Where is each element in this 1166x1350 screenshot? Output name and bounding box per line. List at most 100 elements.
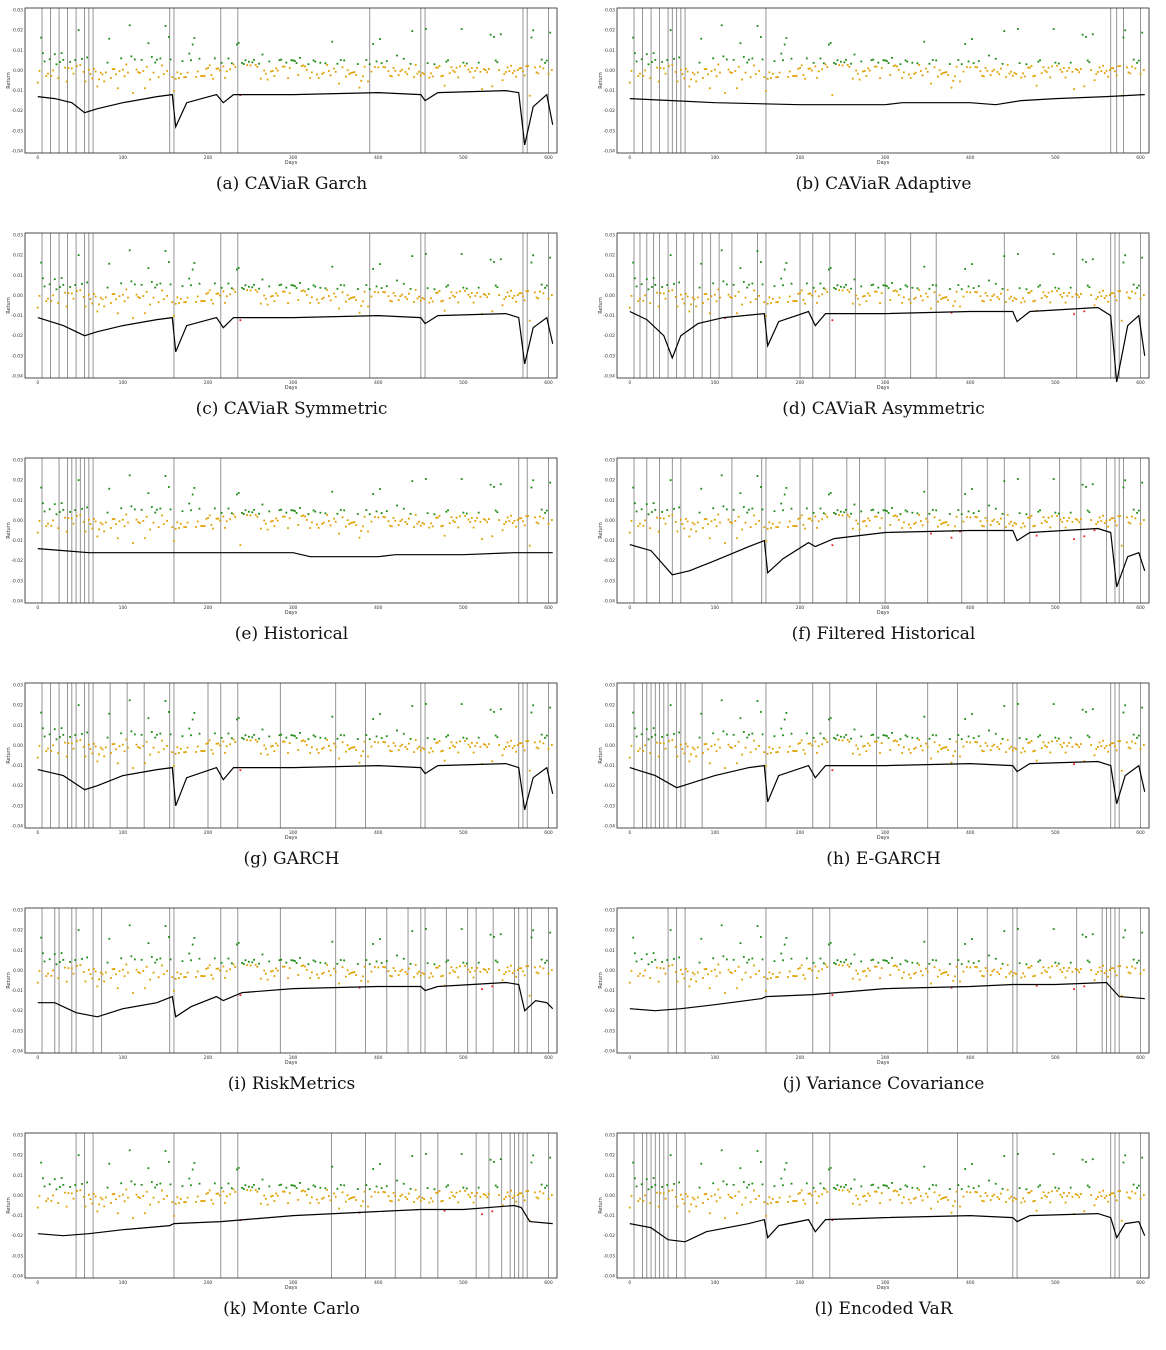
return-point: [91, 752, 94, 755]
return-point: [765, 89, 767, 92]
return-point: [307, 963, 310, 966]
return-point: [678, 506, 681, 509]
return-point: [239, 544, 242, 547]
return-point: [964, 943, 967, 945]
return-point: [906, 960, 909, 963]
return-point: [276, 1194, 279, 1197]
return-point: [887, 512, 890, 514]
return-point: [916, 1187, 919, 1190]
return-point: [535, 971, 538, 974]
return-point: [637, 300, 640, 302]
var-line: [37, 89, 554, 146]
return-point: [736, 1212, 738, 1215]
return-point: [666, 1184, 669, 1186]
return-point: [270, 520, 272, 523]
return-point: [685, 742, 687, 745]
return-point: [53, 953, 56, 956]
return-point: [737, 965, 740, 968]
return-point: [811, 294, 813, 297]
plot-frame: [616, 682, 1150, 829]
return-point: [297, 748, 300, 751]
return-point: [918, 64, 921, 66]
return-point: [884, 59, 887, 62]
return-point: [179, 72, 182, 75]
return-point: [979, 520, 982, 523]
return-point: [135, 293, 138, 296]
return-point: [737, 1190, 740, 1193]
return-point: [188, 502, 191, 505]
return-point: [278, 284, 281, 287]
return-point: [846, 738, 849, 741]
return-point: [169, 958, 172, 961]
return-point: [971, 1163, 973, 1165]
y-tick-label: 0.00: [13, 968, 23, 974]
return-point: [247, 1185, 250, 1188]
return-point: [270, 745, 272, 748]
return-point: [851, 527, 854, 530]
return-point: [778, 1196, 781, 1199]
return-point: [858, 303, 861, 306]
return-point: [234, 966, 237, 968]
return-point: [50, 749, 53, 752]
return-point: [795, 300, 798, 302]
return-point: [770, 302, 772, 304]
return-point: [868, 969, 871, 972]
return-point: [739, 717, 742, 720]
return-point: [845, 508, 847, 511]
return-point: [657, 980, 660, 983]
return-point: [261, 1178, 264, 1181]
return-point: [77, 1154, 80, 1157]
return-point: [425, 928, 427, 930]
return-point: [166, 969, 169, 972]
x-tick-label: 600: [544, 380, 553, 386]
return-point: [976, 1191, 978, 1194]
return-point: [1080, 518, 1082, 520]
return-point: [486, 746, 489, 749]
return-point: [309, 302, 312, 304]
return-point: [457, 526, 460, 529]
return-point: [988, 279, 990, 282]
x-tick-label: 200: [796, 380, 805, 386]
return-point: [356, 1188, 359, 1190]
y-tick-label: 0.02: [605, 928, 615, 934]
return-point: [86, 56, 89, 59]
return-point: [486, 1196, 489, 1199]
return-point: [954, 525, 956, 528]
return-point: [1073, 538, 1075, 541]
return-point: [685, 517, 687, 520]
return-point: [542, 967, 545, 970]
return-point: [123, 975, 126, 978]
return-point: [428, 76, 431, 79]
return-point: [169, 58, 172, 61]
return-point: [99, 296, 102, 299]
return-point: [894, 64, 897, 67]
chart-panel: 0.03 0.02 0.01 0.00 -0.01 -0.02 -0.03 -0.04 0 100…: [592, 453, 1166, 675]
return-point: [685, 1192, 687, 1195]
return-point: [74, 59, 77, 61]
return-point: [58, 61, 61, 63]
return-point: [542, 517, 545, 520]
return-point: [452, 69, 455, 72]
return-point: [379, 263, 381, 265]
return-point: [191, 268, 194, 271]
return-point: [1071, 970, 1074, 973]
return-point: [1115, 749, 1118, 752]
return-point: [60, 1177, 63, 1180]
return-point: [836, 59, 839, 62]
return-point: [91, 977, 94, 980]
return-point: [104, 71, 107, 74]
return-point: [188, 727, 191, 730]
return-point: [373, 966, 376, 968]
y-tick-label: -0.03: [11, 578, 23, 584]
return-point: [523, 1199, 526, 1202]
x-tick-label: 200: [796, 1280, 805, 1286]
return-point: [640, 958, 643, 961]
return-point: [292, 509, 295, 512]
return-point: [632, 261, 635, 264]
return-point: [156, 58, 158, 61]
return-point: [522, 1195, 524, 1198]
return-point: [705, 518, 708, 520]
return-point: [76, 1190, 78, 1192]
return-point: [453, 746, 456, 748]
return-point: [982, 525, 985, 528]
